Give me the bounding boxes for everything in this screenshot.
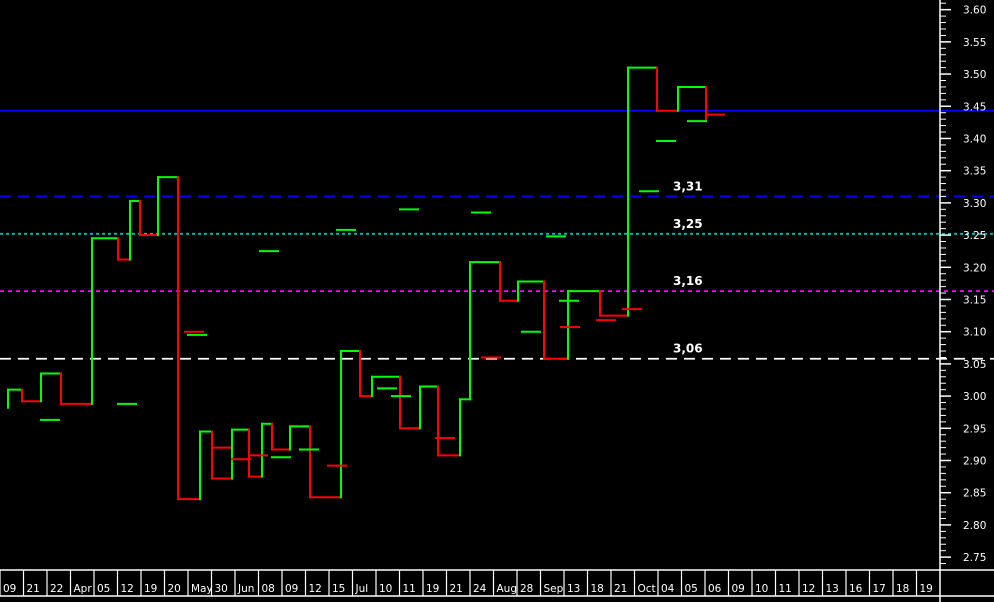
y-axis-tick-label: 3.40 (963, 133, 986, 145)
price-level-labels: 3,31 3,25 3,16 3,06 (673, 179, 703, 355)
x-axis-tick-label: 09 (3, 583, 16, 595)
y-axis-tick-label: 3.35 (963, 166, 986, 178)
x-axis-tick-label: 24 (473, 583, 487, 595)
x-axis-tick-label: 09 (732, 583, 745, 595)
x-axis-tick-label: 17 (873, 583, 886, 595)
price-level-label: 3,25 (673, 217, 703, 231)
y-axis-tick-label: 2.95 (963, 423, 986, 435)
y-axis-tick-label: 3.55 (963, 37, 986, 49)
x-axis-tick-label: 16 (849, 583, 863, 595)
x-axis-tick-label: 10 (379, 583, 392, 595)
x-axis-tick-label: 21 (614, 583, 627, 595)
x-axis-tick-label: Jul (355, 583, 369, 595)
y-axis-tick-label: 3.10 (963, 327, 986, 339)
x-axis-tick-label: 12 (309, 583, 322, 595)
x-axis-tick-label: Aug (497, 583, 518, 595)
y-axis-tick-label: 3.20 (963, 262, 986, 274)
x-axis-tick-label: 20 (168, 583, 181, 595)
y-axis-tick-label: 2.90 (963, 456, 986, 468)
x-axis-tick-label: Jun (237, 583, 254, 595)
y-axis-tick-label: 2.85 (963, 488, 986, 500)
y-axis-tick-label: 3.30 (963, 198, 986, 210)
x-axis-tick-label: 15 (332, 583, 345, 595)
kagi-series-group (7, 66, 707, 501)
x-axis-tick-label: Oct (638, 583, 656, 595)
reference-lines-group (0, 109, 994, 360)
y-axis-tick-label: 3.05 (963, 359, 986, 371)
x-axis-tick-label: 19 (426, 583, 439, 595)
x-axis-tick-label: 18 (896, 583, 909, 595)
y-axis-tick-label: 2.80 (963, 520, 986, 532)
y-axis-tick-label: 3.60 (963, 5, 986, 17)
y-axis-tick-label: 2.75 (963, 552, 986, 564)
price-level-label: 3,31 (673, 179, 703, 193)
x-axis-tick-label: 13 (567, 583, 580, 595)
x-axis-tick-label: 12 (802, 583, 815, 595)
x-axis-tick-label: 11 (779, 583, 792, 595)
x-axis-tick-label: 19 (144, 583, 157, 595)
x-axis-tick-label: 13 (826, 583, 839, 595)
y-axis-tick-label: 3.00 (963, 391, 986, 403)
x-axis-tick-label: 18 (591, 583, 604, 595)
price-level-label: 3,06 (673, 342, 703, 356)
y-axis-tick-label: 3.50 (963, 69, 986, 81)
y-axis-tick-label: 3.15 (963, 294, 986, 306)
x-axis-tick-label: 08 (262, 583, 275, 595)
x-axis-tick-label: 21 (450, 583, 463, 595)
x-axis-tick-label: 28 (520, 583, 533, 595)
x-axis-tick-label: 12 (121, 583, 134, 595)
x-axis-tick-label: May (191, 583, 213, 595)
x-axis-tick-label: Apr (74, 583, 93, 595)
y-axis-tick-label: 3.45 (963, 101, 986, 113)
x-axis-tick-label: 05 (97, 583, 110, 595)
y-axis[interactable]: 3.60 3.55 3.50 3.45 3.40 3.35 3.30 3.25 3.20 3.15… (939, 0, 986, 602)
x-axis-tick-label: 10 (755, 583, 768, 595)
x-axis-tick-label: 05 (685, 583, 698, 595)
x-axis-tick-label: 22 (50, 583, 63, 595)
x-axis-tick-label: Sep (544, 583, 564, 595)
x-axis-tick-label: 06 (708, 583, 722, 595)
x-axis[interactable]: 09 21 22 Apr 05 12 19 20 May 30 Jun 08 09 12 15 Jul 10 11… (0, 569, 994, 597)
x-axis-tick-label: 04 (661, 583, 675, 595)
x-axis-tick-label: 09 (285, 583, 298, 595)
y-axis-tick-label: 3.25 (963, 230, 986, 242)
x-axis-tick-label: 30 (215, 583, 228, 595)
kagi-shoulder-ticks-group (40, 113, 725, 467)
x-axis-tick-label: 21 (27, 583, 40, 595)
price-level-label: 3,16 (673, 274, 703, 288)
x-axis-tick-label: 19 (920, 583, 933, 595)
x-axis-tick-label: 11 (403, 583, 416, 595)
